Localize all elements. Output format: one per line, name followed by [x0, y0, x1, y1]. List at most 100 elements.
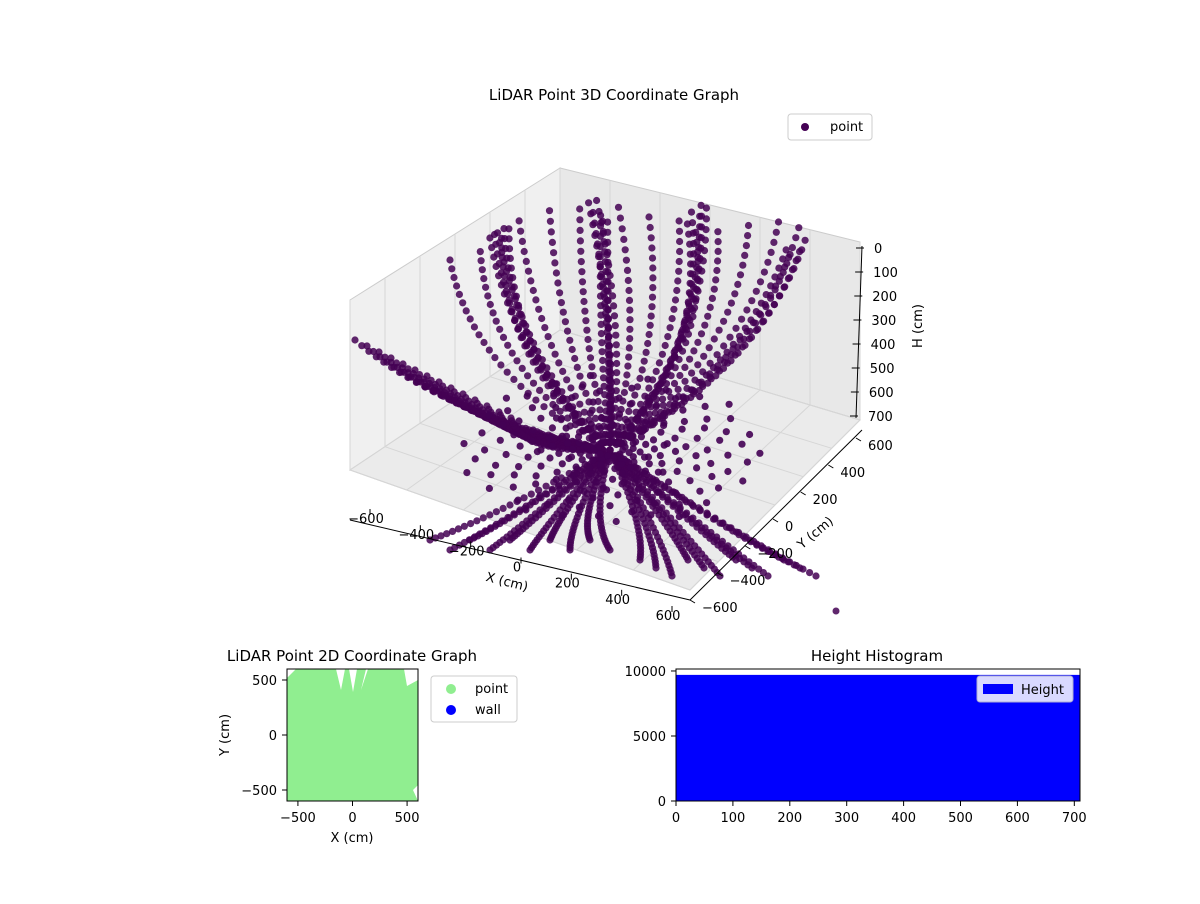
point-marker	[476, 248, 484, 256]
point-marker	[735, 550, 743, 558]
point-marker	[504, 341, 512, 349]
point-marker	[547, 341, 556, 350]
point-marker	[478, 266, 486, 274]
point-marker	[714, 228, 722, 236]
point-marker	[693, 238, 701, 246]
point-marker	[693, 434, 701, 442]
x-tick-label: 400	[605, 593, 630, 608]
point-marker	[520, 247, 528, 256]
point-marker	[595, 253, 603, 261]
point-marker	[599, 283, 607, 291]
point-marker	[652, 367, 660, 375]
point-marker	[613, 369, 621, 377]
point-marker	[589, 398, 597, 406]
point-marker	[625, 296, 634, 304]
point-marker	[608, 420, 616, 428]
point-marker	[676, 334, 685, 342]
point-marker	[526, 330, 534, 339]
point-marker	[703, 509, 711, 517]
point-marker	[546, 217, 555, 225]
point-marker	[679, 393, 687, 401]
point-marker	[652, 564, 660, 572]
point-marker	[792, 257, 800, 265]
point-marker	[576, 237, 585, 245]
x-tick-label: 0	[513, 561, 521, 576]
point-marker	[686, 279, 694, 287]
point-marker	[710, 335, 718, 343]
point-cloud-3d	[351, 196, 820, 580]
point-marker	[795, 224, 803, 232]
point-marker	[566, 546, 574, 554]
point-marker	[636, 448, 644, 456]
point-marker	[499, 333, 508, 341]
point-marker	[644, 375, 652, 383]
point-marker	[720, 342, 728, 350]
point-marker	[454, 525, 462, 533]
point-marker	[556, 289, 564, 297]
point-marker	[591, 231, 599, 239]
point-marker	[523, 392, 531, 400]
point-marker	[731, 290, 739, 298]
point-marker	[686, 240, 694, 248]
y-tick-label: −500	[241, 784, 277, 799]
point-marker	[597, 460, 605, 469]
point-marker	[537, 414, 545, 422]
point-marker	[590, 446, 598, 454]
point-marker	[609, 292, 617, 300]
point-marker	[675, 267, 683, 275]
point-marker	[589, 494, 597, 502]
z-tick-label: 100	[873, 266, 898, 281]
point-marker	[738, 440, 746, 448]
point-marker	[747, 316, 755, 324]
point-marker	[508, 286, 516, 294]
point-marker	[622, 256, 631, 264]
point-marker	[719, 364, 728, 372]
point-marker	[788, 266, 797, 274]
point-marker	[583, 326, 591, 334]
y-tick-mark	[800, 491, 806, 496]
point-marker	[689, 514, 697, 522]
point-marker	[543, 364, 551, 372]
point-marker	[566, 336, 574, 344]
point-marker	[473, 517, 481, 525]
point-marker	[471, 396, 479, 404]
point-marker	[486, 300, 494, 309]
point-marker	[756, 278, 765, 286]
point-marker	[514, 325, 523, 333]
point-marker	[624, 276, 632, 285]
y-tick-mark	[717, 572, 723, 577]
point-marker	[552, 403, 560, 412]
point-marker	[515, 304, 523, 312]
chart-3d-ylabel: Y (cm)	[794, 514, 837, 553]
point-marker	[681, 316, 689, 324]
point-marker	[484, 292, 492, 300]
legend-swatch-height	[983, 684, 1013, 694]
point-marker	[621, 246, 629, 254]
point-marker	[635, 427, 644, 435]
point-marker	[450, 273, 458, 282]
point-marker	[466, 536, 474, 544]
point-marker	[700, 564, 708, 572]
point-marker	[650, 499, 658, 507]
point-marker	[578, 278, 587, 286]
point-marker	[573, 363, 581, 371]
point-marker	[518, 313, 526, 321]
point-marker	[779, 554, 787, 562]
point-marker	[757, 299, 766, 307]
point-marker	[650, 477, 658, 485]
point-marker	[675, 513, 683, 521]
point-marker	[650, 445, 659, 453]
point-marker	[589, 456, 597, 464]
point-marker	[510, 375, 518, 383]
point-marker	[578, 383, 586, 391]
point-marker	[496, 325, 504, 333]
point-marker	[563, 376, 571, 384]
point-marker	[577, 258, 585, 266]
point-marker	[658, 350, 667, 358]
point-marker	[712, 276, 720, 284]
point-marker	[517, 382, 525, 390]
point-marker	[571, 354, 579, 363]
point-marker	[532, 296, 540, 304]
point-marker	[567, 453, 576, 461]
point-marker	[625, 344, 633, 352]
